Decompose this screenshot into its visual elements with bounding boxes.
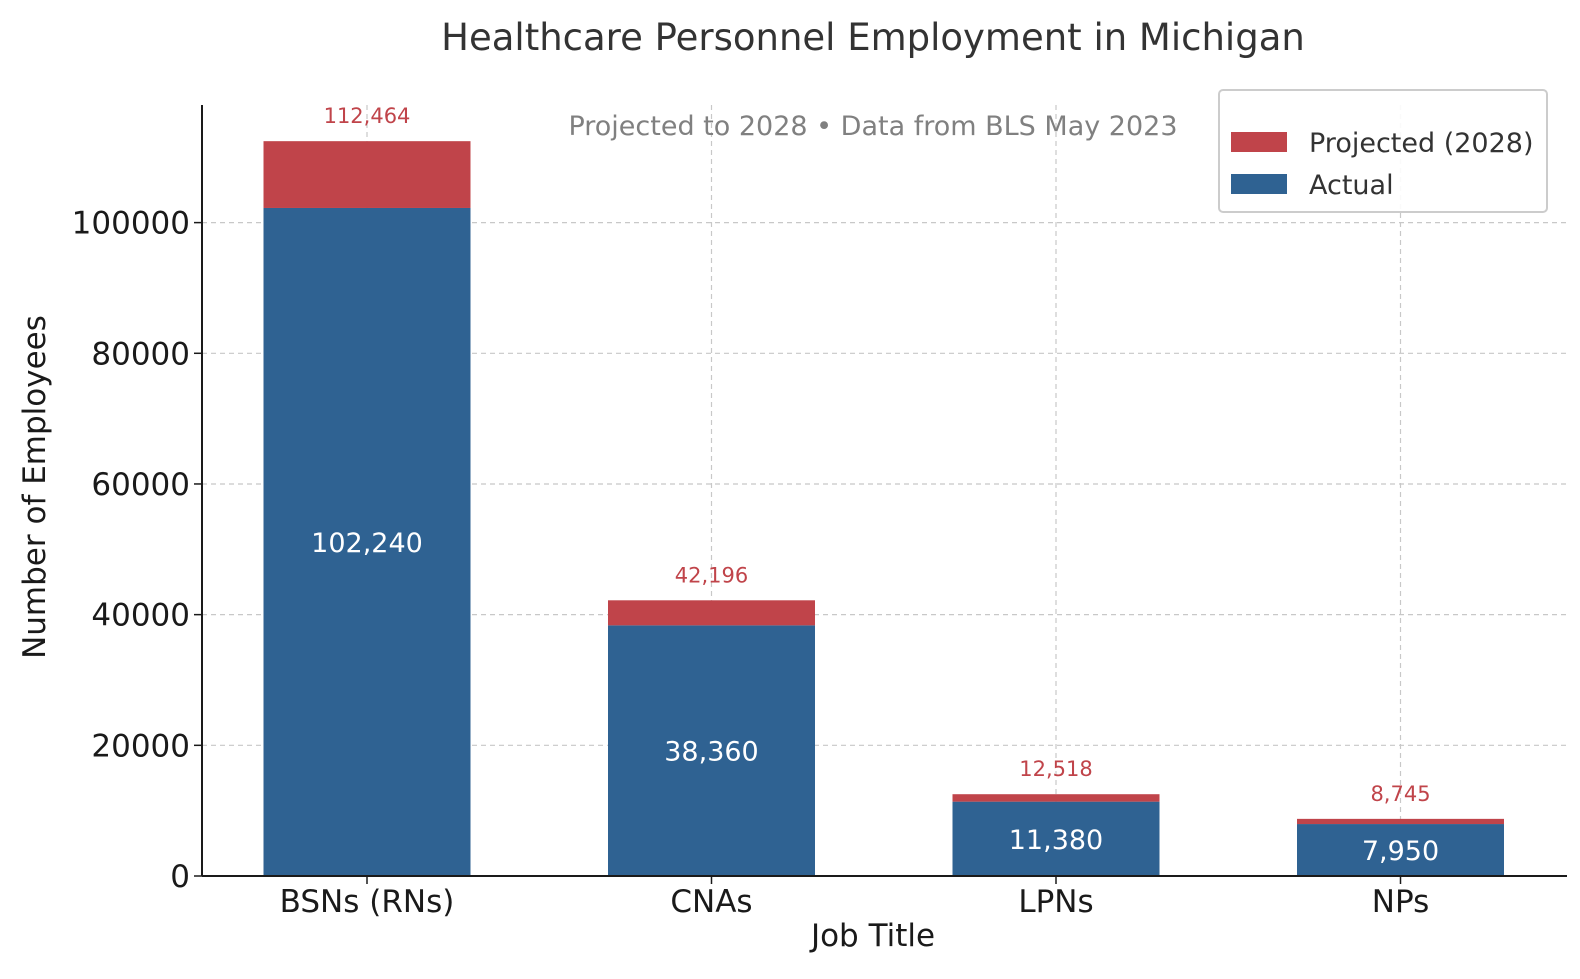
legend-label-projected: Projected (2028)	[1309, 128, 1534, 159]
data-label-actual: 11,380	[1009, 825, 1103, 856]
x-tick-label: BSNs (RNs)	[280, 884, 455, 920]
y-tick-label: 40000	[91, 598, 190, 634]
bar-actual	[1297, 824, 1504, 876]
data-label-actual: 102,240	[311, 528, 423, 559]
data-label-actual: 7,950	[1362, 836, 1439, 867]
data-label-projected-total: 8,745	[1370, 782, 1430, 806]
y-axis-label: Number of Employees	[17, 315, 53, 659]
x-tick-label: NPs	[1372, 884, 1430, 920]
bar-actual	[952, 801, 1160, 876]
y-tick-label: 60000	[91, 467, 190, 503]
y-tick-label: 0	[170, 859, 190, 895]
bar-actual	[608, 625, 815, 876]
data-label-projected-total: 112,464	[324, 104, 411, 128]
legend: Projected (2028) Actual	[1218, 89, 1548, 213]
y-tick-label: 20000	[91, 728, 190, 764]
y-tick-label: 100000	[72, 206, 190, 242]
x-ticks-layer: BSNs (RNs) CNAs LPNs NPs	[280, 876, 1430, 920]
bar-projected	[608, 600, 815, 626]
chart-title: Healthcare Personnel Employment in Michi…	[441, 16, 1305, 59]
y-tick-label: 80000	[91, 336, 190, 372]
data-label-projected-total: 12,518	[1019, 757, 1092, 781]
data-label-projected-total: 42,196	[675, 563, 748, 587]
legend-swatch-actual	[1231, 174, 1287, 194]
data-label-actual: 38,360	[664, 737, 758, 768]
bar-actual	[263, 207, 471, 876]
bar-projected	[952, 794, 1160, 802]
legend-label-actual: Actual	[1309, 170, 1394, 201]
data-labels-layer: 102,240 112,464 38,360 42,196 11,380 12,518 7,…	[311, 104, 1439, 867]
bar-projected	[263, 141, 471, 208]
x-tick-label: CNAs	[670, 884, 752, 920]
y-ticks-layer: 0 20000 40000 60000 80000 100000	[72, 206, 202, 895]
legend-swatch-projected	[1231, 132, 1287, 152]
legend-box	[1218, 89, 1548, 213]
bar-projected	[1297, 818, 1504, 825]
x-axis-label: Job Title	[809, 918, 935, 954]
bars-layer	[263, 141, 1504, 876]
x-tick-label: LPNs	[1018, 884, 1093, 920]
chart-subtitle: Projected to 2028 • Data from BLS May 20…	[568, 111, 1177, 142]
